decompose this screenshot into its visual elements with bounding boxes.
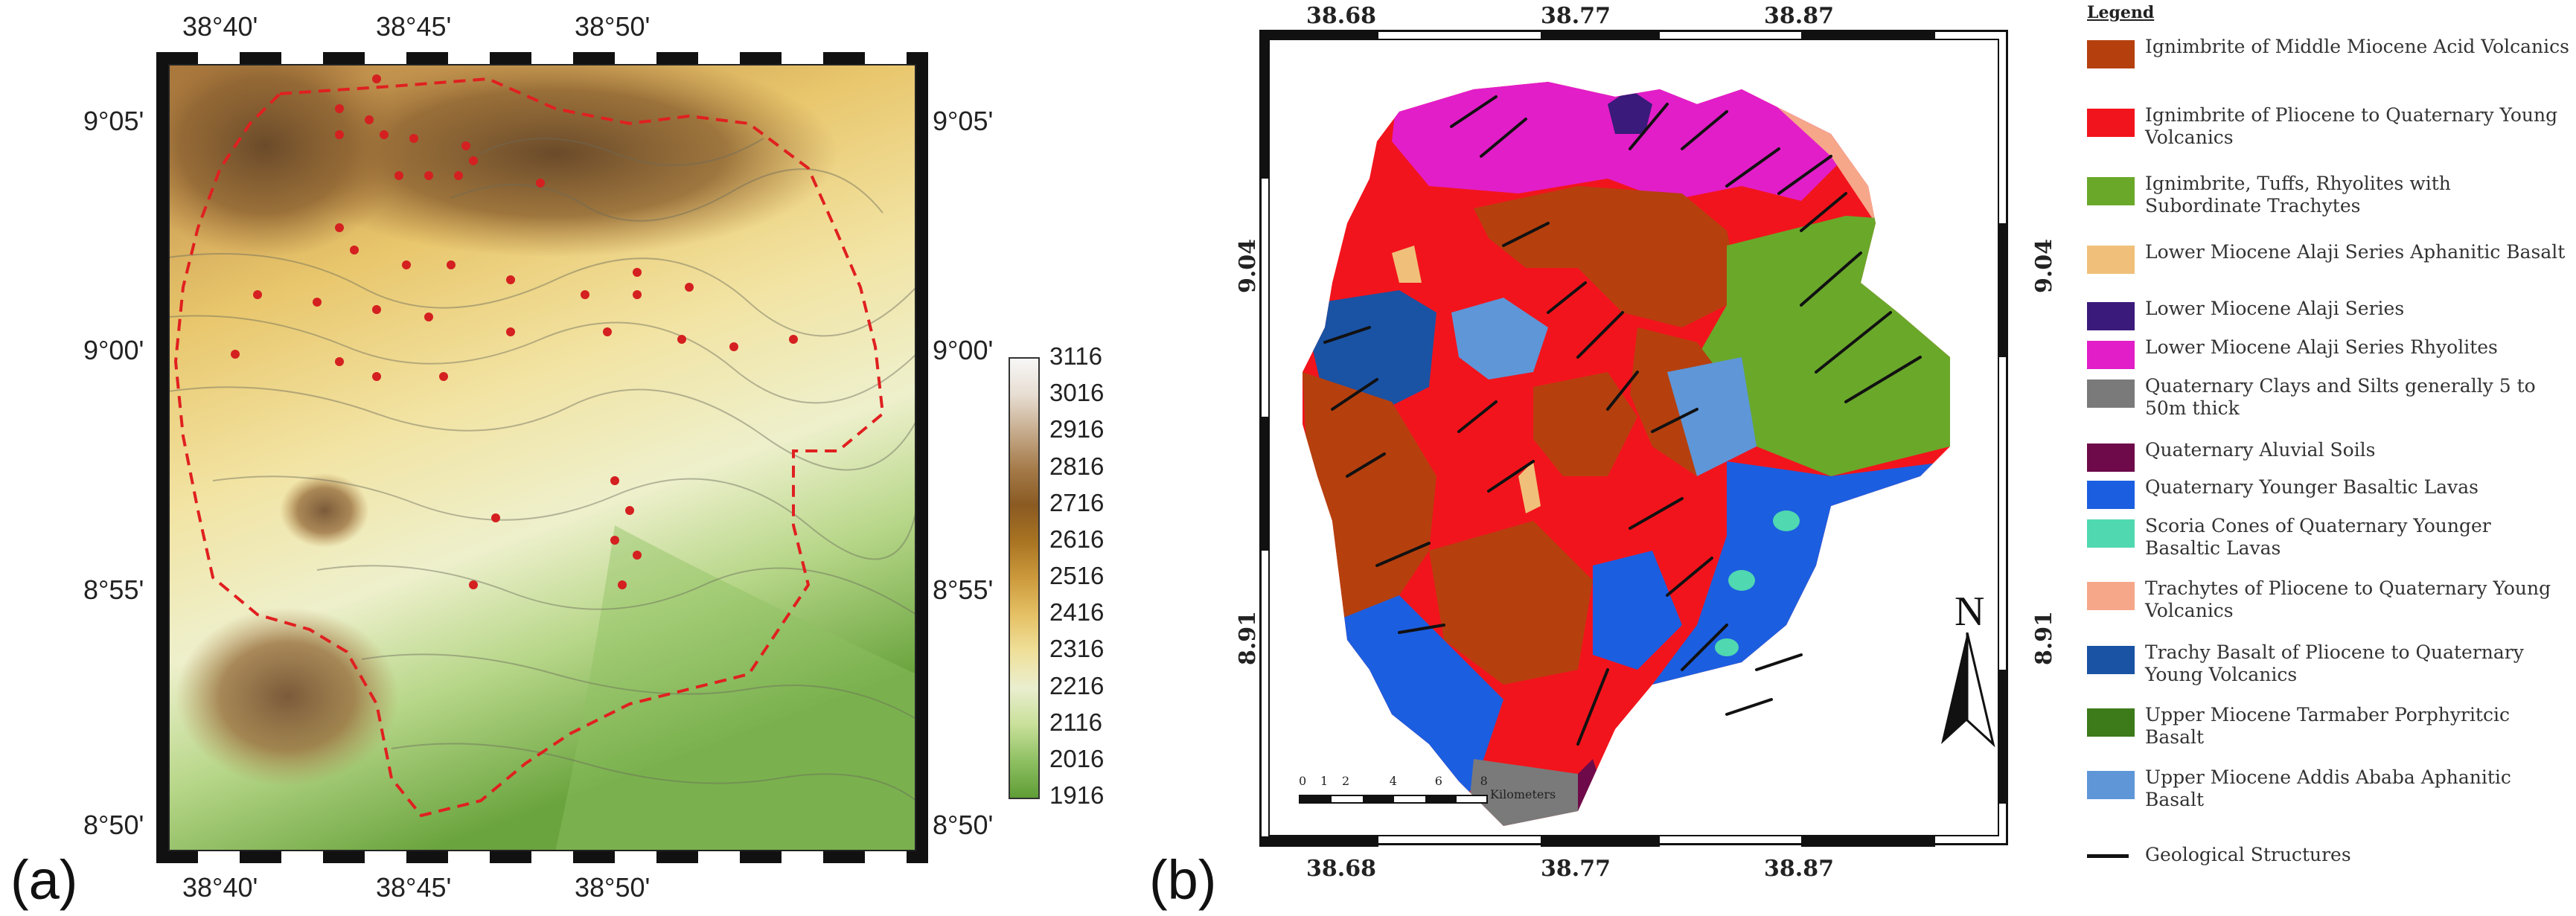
legend-label: Trachytes of Pliocene to Quaternary Youn… [2145,577,2551,621]
lon-tick-top-1: 38°40' [182,11,258,42]
lon-tick-bottom-2: 38°45' [376,872,452,903]
legend-label: Quaternary Younger Basaltic Lavas [2145,476,2478,498]
b-lat-right-1: 9.04 [2031,238,2058,294]
colorbar-tick-label: 2316 [1049,635,1105,663]
legend-label: Quaternary Aluvial Soils [2145,439,2376,461]
frame-bar-bottom-1 [1259,836,1378,847]
scale-tick-label: 2 [1342,774,1350,788]
legend-swatch [2087,854,2129,858]
b-lon-top-2: 38.77 [1541,3,1611,29]
scale-bar [1299,795,1488,804]
b-lat-right-2: 8.91 [2031,610,2058,666]
scale-tick-label: 6 [1434,774,1442,788]
north-arrow-icon [1941,632,1995,748]
panel-b-label: (b) [1149,849,1217,911]
frame-bar-right-1 [1998,223,2008,357]
scale-tick-label: 1 [1320,774,1329,788]
lat-tick-right-2: 9°00' [933,335,994,365]
scale-bar-unit: Kilometers [1490,787,1556,801]
lat-tick-left-4: 8°50' [83,810,144,840]
legend-label: Scoria Cones of Quaternary Younger Basal… [2145,515,2491,559]
colorbar-tick-label: 3116 [1049,342,1102,370]
frame-bar-bottom-3 [1801,836,1935,847]
lat-tick-right-4: 8°50' [933,810,994,840]
legend-title: Legend [2087,3,2155,22]
colorbar-tick-label: 1916 [1049,781,1105,809]
legend-swatch [2087,341,2135,369]
colorbar-tick-label: 2416 [1049,598,1105,627]
colorbar-tick-label: 2516 [1049,562,1105,589]
colorbar-tick-label: 3016 [1049,379,1105,407]
legend-label: Geological Structures [2145,844,2351,865]
legend-swatch [2087,481,2135,509]
b-lon-top-3: 38.87 [1764,3,1834,29]
lat-tick-left-1: 9°05' [83,106,144,136]
elevation-map [168,64,916,851]
scale-tick-label: 4 [1389,774,1397,788]
lon-tick-top-2: 38°45' [376,11,452,42]
frame-bar-bottom-2 [1541,836,1660,847]
legend-label: Lower Miocene Alaji Series Aphanitic Bas… [2145,241,2566,263]
b-lat-left-1: 9.04 [1235,238,1262,294]
elevation-colorbar [1009,357,1040,799]
legend-swatch [2087,646,2135,674]
b-lon-top-1: 38.68 [1306,3,1376,29]
frame-bar-top-3 [1801,30,1935,40]
colorbar-tick-label: 2216 [1049,671,1105,699]
frame-bar-left-2 [1259,417,1270,551]
colorbar-tick-label: 2816 [1049,452,1105,480]
legend-swatch [2087,379,2135,408]
lon-tick-top-3: 38°50' [575,11,651,42]
legend-swatch [2087,443,2135,472]
legend-label: Quaternary Clays and Silts generally 5 t… [2145,375,2536,419]
scale-tick-label: 0 [1299,774,1307,788]
b-lon-bottom-3: 38.87 [1764,856,1834,882]
legend-label: Upper Miocene Addis Ababa Aphanitic Basa… [2145,766,2511,810]
lon-tick-bottom-1: 38°40' [182,872,258,903]
legend-label: Ignimbrite of Pliocene to Quaternary You… [2145,104,2558,148]
legend-swatch [2087,582,2135,610]
frame-bar-right-2 [1998,670,2008,804]
geology-map [1303,82,1950,826]
legend-swatch [2087,246,2135,274]
legend-swatch [2087,771,2135,799]
colorbar-tick-label: 2616 [1049,525,1105,553]
lon-tick-bottom-3: 38°50' [575,872,651,903]
legend-swatch [2087,109,2135,137]
legend-swatch [2087,40,2135,68]
frame-bar-top-1 [1259,30,1378,40]
colorbar-tick-label: 2916 [1049,415,1105,443]
north-label: N [1955,589,1985,635]
lat-tick-right-1: 9°05' [933,106,994,136]
frame-bar-top-2 [1541,30,1660,40]
legend-swatch [2087,708,2135,737]
lat-tick-right-3: 8°55' [933,574,994,605]
lat-tick-left-3: 8°55' [83,574,144,605]
legend-swatch [2087,177,2135,205]
lat-tick-left-2: 9°00' [83,335,144,365]
legend-label: Ignimbrite of Middle Miocene Acid Volcan… [2145,36,2569,57]
legend-label: Upper Miocene Tarmaber Porphyritcic Basa… [2145,704,2510,748]
legend-label: Lower Miocene Alaji Series [2145,298,2405,319]
b-lon-bottom-2: 38.77 [1541,856,1611,882]
b-lat-left-2: 8.91 [1235,610,1262,666]
frame-bar-left-1 [1259,30,1270,179]
geological-structures [1323,95,1922,746]
colorbar-tick-label: 2116 [1049,708,1102,736]
legend-label: Lower Miocene Alaji Series Rhyolites [2145,336,2498,358]
legend-swatch [2087,519,2135,548]
legend-label: Ignimbrite, Tuffs, Rhyolites with Subord… [2145,173,2451,217]
scale-tick-label: 8 [1480,774,1488,788]
legend-label: Trachy Basalt of Pliocene to Quaternary … [2145,641,2524,685]
colorbar-tick-label: 2716 [1049,488,1105,516]
panel-a-label: (a) [10,849,78,911]
legend-swatch [2087,302,2135,330]
b-lon-bottom-1: 38.68 [1306,856,1376,882]
colorbar-tick-label: 2016 [1049,744,1105,772]
